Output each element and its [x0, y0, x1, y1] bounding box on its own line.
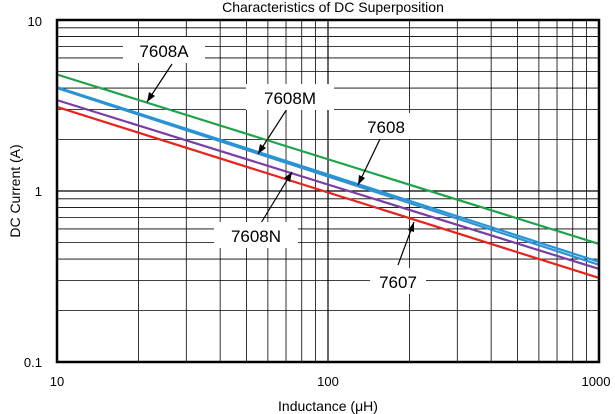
chart-title: Characteristics of DC Superposition	[222, 0, 444, 15]
series-lines	[56, 73, 600, 280]
annotation-arrowhead-7607	[408, 222, 414, 232]
series-line-7608M	[56, 86, 600, 263]
annotation-box-7608A	[123, 37, 205, 63]
annotation-box-7608N	[214, 222, 298, 248]
annotation-arrowhead-7608A	[147, 92, 155, 102]
y-tick-label-1: 1	[35, 184, 42, 199]
y-tick-label-10: 10	[28, 14, 42, 29]
annotation-arrow-7608N	[260, 171, 293, 224]
series-label-7608M: 7608M	[264, 89, 316, 108]
series-annotations: 7608A 7608M 7608 7608N 7607	[123, 37, 426, 294]
annotation-arrowhead-7608M	[258, 144, 266, 154]
y-tick-label-0-1: 0.1	[24, 355, 42, 370]
x-tick-label-10: 10	[50, 374, 64, 389]
series-label-7608A: 7608A	[139, 42, 189, 61]
annotation-box-7607	[370, 268, 426, 294]
x-axis-label: Inductance (μH)	[278, 398, 378, 414]
annotation-arrowhead-7608N	[284, 172, 292, 182]
series-line-7608A	[56, 73, 600, 246]
plot-frame	[55, 18, 601, 364]
annotation-box-7608	[356, 113, 416, 139]
y-axis-label: DC Current (A)	[7, 144, 23, 237]
annotation-arrowhead-7608	[358, 175, 365, 185]
grid-lines	[57, 20, 599, 362]
annotation-box-7608M	[246, 84, 334, 110]
x-tick-label-100: 100	[317, 374, 339, 389]
series-line-7607	[56, 105, 600, 280]
series-label-7607: 7607	[379, 273, 417, 292]
series-label-7608: 7608	[367, 118, 405, 137]
series-label-7608N: 7608N	[231, 227, 281, 246]
x-tick-label-1000: 1000	[582, 374, 611, 389]
series-line-7608N	[56, 99, 600, 271]
series-line-7608	[56, 87, 600, 266]
